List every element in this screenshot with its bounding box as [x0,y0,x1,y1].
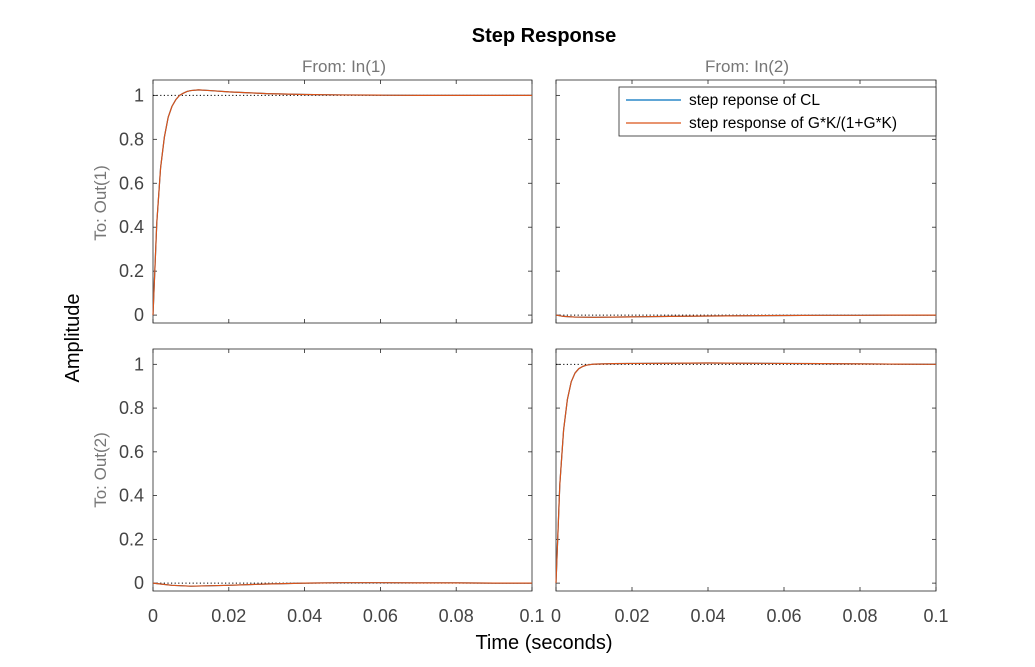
row-title-out2: To: Out(2) [91,432,110,508]
xtick-label-r2c1-3: 0.06 [363,606,398,626]
axes-box-r1c1 [152,79,533,324]
xtick-label-r2c1-1: 0.02 [211,606,246,626]
legend: step reponse of CL step response of G*K/(… [618,86,937,137]
xtick-label-r2c2-0: 0 [551,606,561,626]
ytick-label-r2c1-4: 0.8 [119,398,144,418]
xtick-label-r2c1-5: 0.1 [519,606,544,626]
series-line-r1c2-1 [555,314,936,318]
xtick-label-r2c2-1: 0.02 [614,606,649,626]
xtick-label-r2c1-4: 0.08 [439,606,474,626]
ytick-label-r2c1-5: 1 [134,354,144,374]
xtick-label-r2c2-3: 0.06 [766,606,801,626]
series-line-r2c1-1 [152,582,532,587]
ytick-label-r1c1-1: 0.2 [119,261,144,281]
series-line-r2c2-1 [555,362,937,584]
column-title-in1: From: In(1) [302,57,386,76]
ytick-label-r2c1-3: 0.6 [119,442,144,462]
legend-label-1: step response of G*K/(1+G*K) [689,115,897,132]
subplot-r2c2: 0 0.02 0.04 0.06 0.08 0.1 [551,348,949,626]
legend-box [618,86,937,137]
ytick-label-r1c1-5: 1 [134,85,144,105]
ytick-label-r2c1-1: 0.2 [119,529,144,549]
xtick-label-r2c1-0: 0 [148,606,158,626]
subplot-r1c1: 0 0.2 0.4 0.6 0.8 1 [119,79,533,325]
axes-box-r2c1 [152,348,533,592]
subplot-r2c1: 0 0.2 0.4 0.6 0.8 1 0 0.02 0.04 0.06 0.08 0.1 [119,348,545,626]
legend-label-0: step reponse of CL [689,92,820,109]
ytick-label-r1c1-4: 0.8 [119,129,144,149]
xtick-label-r2c2-4: 0.08 [842,606,877,626]
xtick-label-r2c2-5: 0.1 [923,606,948,626]
ytick-label-r1c1-3: 0.6 [119,173,144,193]
y-axis-label: Amplitude [62,294,84,383]
column-title-in2: From: In(2) [705,57,789,76]
row-title-out1: To: Out(1) [91,165,110,241]
x-axis-label: Time (seconds) [475,632,612,654]
chart-title: Step Response [472,25,616,47]
series-line-r1c1-1 [152,89,532,316]
axes-box-r2c2 [555,348,937,592]
ytick-label-r2c1-0: 0 [134,573,144,593]
ytick-label-r1c1-2: 0.4 [119,217,144,237]
subplots-group: 0 0.2 0.4 0.6 0.8 1 0 0.2 0.4 0.6 0.8 1 0 0.02 0.04 0.0… [119,79,949,626]
xtick-label-r2c1-2: 0.04 [287,606,322,626]
xtick-label-r2c2-2: 0.04 [690,606,725,626]
ytick-label-r1c1-0: 0 [134,305,144,325]
ytick-label-r2c1-2: 0.4 [119,486,144,506]
